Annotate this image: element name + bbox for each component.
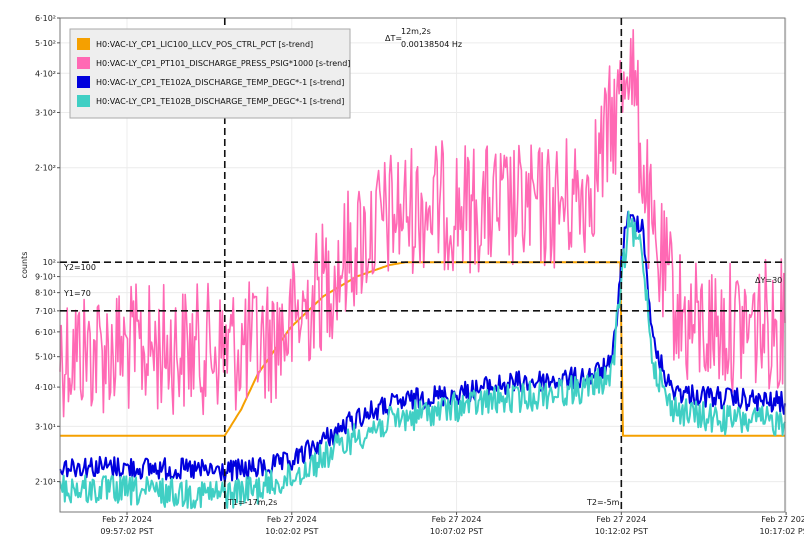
- y-tick-label: 10²: [43, 258, 56, 267]
- x-tick-date: Feb 27 2024: [102, 515, 152, 524]
- legend: H0:VAC-LY_CP1_LIC100_LLCV_POS_CTRL_PCT […: [69, 28, 351, 119]
- series-line: [59, 210, 786, 510]
- x-tick-date: Feb 27 2024: [267, 515, 317, 524]
- t2-cursor-label: T2=-5m: [586, 498, 620, 507]
- delta-y-label: ΔY=30: [755, 276, 782, 285]
- y2-cursor-label: Y2=100: [63, 263, 96, 272]
- x-tick-date: Feb 27 2024: [761, 515, 804, 524]
- x-axis-ticks: Feb 27 2024 09:57:02 PST Feb 27 2024 10:02:…: [100, 512, 804, 536]
- y-tick-label: 3·10¹: [35, 422, 56, 431]
- delta-t-frequency: 0.00138504 Hz: [401, 40, 462, 49]
- y-tick-label: 4·10¹: [35, 383, 56, 392]
- y-tick-label: 6·10¹: [35, 328, 56, 337]
- x-tick-time: 10:12:02 PST: [595, 527, 648, 536]
- y-axis-label: counts: [20, 252, 29, 279]
- y-tick-label: 3·10²: [35, 108, 56, 117]
- legend-swatch: [77, 76, 90, 88]
- series-lines: [59, 29, 786, 510]
- delta-t-label: 12m,2s: [401, 27, 431, 36]
- y-tick-label: 6·10²: [35, 14, 56, 23]
- legend-label: H0:VAC-LY_CP1_PT101_DISCHARGE_PRESS_PSIG…: [96, 59, 350, 68]
- legend-swatch: [77, 38, 90, 50]
- x-tick-date: Feb 27 2024: [432, 515, 482, 524]
- x-tick-time: 10:07:02 PST: [430, 527, 483, 536]
- legend-label: H0:VAC-LY_CP1_LIC100_LLCV_POS_CTRL_PCT […: [96, 40, 313, 49]
- y-tick-label: 2·10¹: [35, 478, 56, 487]
- plot-frame: [59, 17, 786, 513]
- y1-cursor-label: Y1=70: [63, 289, 91, 298]
- t1-cursor-label: T1=-17m,2s: [227, 498, 277, 507]
- legend-label: H0:VAC-LY_CP1_TE102B_DISCHARGE_TEMP_DEGC…: [96, 97, 344, 106]
- y-tick-label: 7·10¹: [35, 307, 56, 316]
- x-tick-date: Feb 27 2024: [596, 515, 646, 524]
- x-tick-time: 09:57:02 PST: [100, 527, 153, 536]
- y-tick-label: 4·10²: [35, 69, 56, 78]
- y-tick-label: 9·10¹: [35, 273, 56, 282]
- y-tick-label: 5·10²: [35, 39, 56, 48]
- x-tick-time: 10:17:02 PST: [759, 527, 804, 536]
- x-tick-time: 10:02:02 PST: [265, 527, 318, 536]
- legend-box: [69, 28, 351, 119]
- y-tick-label: 2·10²: [35, 164, 56, 173]
- y-axis-ticks: 2·10¹ 3·10¹ 4·10¹ 5·10¹ 6·10¹ 7·10¹ 8·10¹ 9·10¹…: [35, 14, 60, 487]
- y-tick-label: 8·10¹: [35, 289, 56, 298]
- y-tick-label: 5·10¹: [35, 353, 56, 362]
- delta-t-prefix: ΔT=: [385, 34, 402, 43]
- grid-lines: [60, 17, 787, 512]
- series-line: [59, 29, 786, 418]
- legend-label: H0:VAC-LY_CP1_TE102A_DISCHARGE_TEMP_DEGC…: [96, 78, 344, 87]
- legend-swatch: [77, 57, 90, 69]
- legend-swatch: [77, 95, 90, 107]
